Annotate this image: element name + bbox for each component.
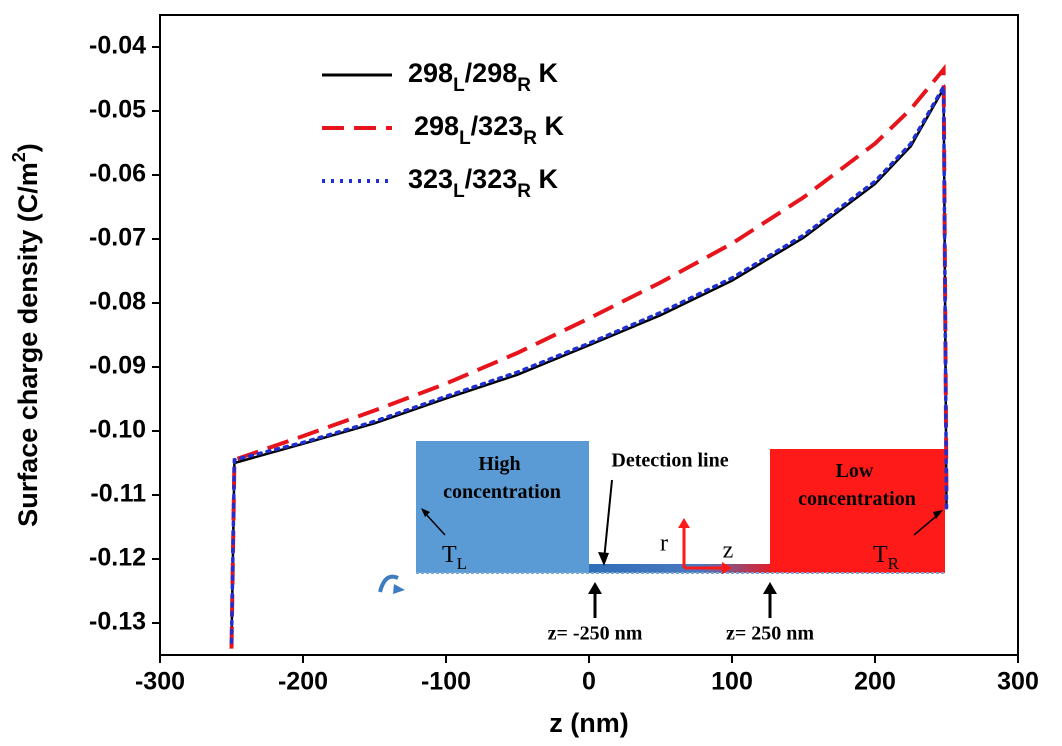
detect-arrow [603,479,613,561]
annotation: z [723,538,734,564]
annotation: TL [442,542,467,574]
detect-head [598,552,609,566]
x-tick-label: 300 [997,668,1039,696]
high-reservoir [416,441,589,573]
rotation-arrow [378,574,399,593]
y-tick-label: -0.12 [89,544,146,572]
x-tick-label: 0 [582,668,596,696]
annotation: Low concentration [798,460,916,510]
y-tick-label: -0.06 [89,160,146,188]
rz-axes [682,525,724,570]
x-tick-label: -100 [421,668,471,696]
legend-label: 298L/323R K [414,111,564,148]
annotation: z= 250 nm [726,623,814,645]
series-line [229,63,949,649]
y-tick-label: -0.08 [89,288,146,316]
x-tick-label: -200 [278,668,328,696]
y-tick-label: -0.11 [90,480,146,508]
y-tick-label: -0.13 [89,608,146,636]
rz-heads [678,518,732,574]
x-tick-label: 200 [854,668,896,696]
rotation-head [393,584,405,594]
x-tick-label: -300 [135,668,185,696]
legend-label: 298L/298R K [408,58,558,95]
series-line [230,83,948,646]
y-tick-label: -0.04 [89,32,146,60]
annotation: z= -250 nm [548,623,643,645]
pos-arrows [593,588,772,618]
annotation: High concentration [443,453,561,503]
nanochannel [589,564,770,573]
annotation: TR [873,542,900,574]
legend-label: 323L/323R K [408,164,558,201]
y-axis-title: Surface charge density (C/m2) [9,143,43,527]
y-tick-label: -0.07 [89,224,146,252]
y-tick-label: -0.05 [89,96,146,124]
series-line [229,80,949,644]
annotation: Detection line [611,450,728,472]
low-reservoir [770,449,945,573]
x-axis-title: z (nm) [549,708,628,738]
pos-heads [588,582,777,594]
annotation: r [660,531,668,557]
x-tick-label: 100 [711,668,753,696]
inset-diagram: High concentration Low concentration Detec… [378,441,945,645]
y-tick-label: -0.10 [89,416,146,444]
y-tick-label: -0.09 [89,352,146,380]
